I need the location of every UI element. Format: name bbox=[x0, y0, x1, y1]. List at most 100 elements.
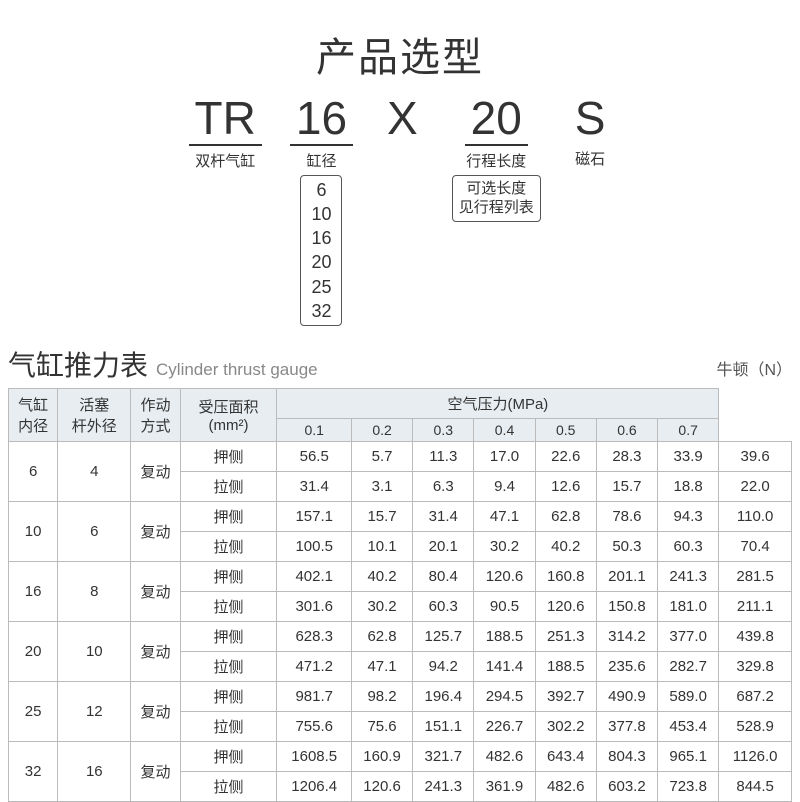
model-code: S bbox=[569, 93, 612, 144]
table-cell: 471.2 bbox=[277, 652, 351, 682]
table-header: 0.2 bbox=[351, 419, 412, 442]
table-cell: 643.4 bbox=[535, 742, 596, 772]
table-cell: 151.1 bbox=[413, 712, 474, 742]
table-cell: 755.6 bbox=[277, 712, 351, 742]
table-cell: 402.1 bbox=[277, 562, 351, 592]
table-cell: 490.9 bbox=[596, 682, 657, 712]
table-cell: 226.7 bbox=[474, 712, 535, 742]
table-header: 空气压力(MPa) bbox=[277, 389, 719, 419]
table-cell: 282.7 bbox=[658, 652, 719, 682]
table-cell: 22.6 bbox=[535, 442, 596, 472]
table-cell: 314.2 bbox=[596, 622, 657, 652]
table-cell: 361.9 bbox=[474, 772, 535, 802]
table-cell: 201.1 bbox=[596, 562, 657, 592]
model-label: 缸径 bbox=[306, 150, 336, 171]
table-cell: 603.2 bbox=[596, 772, 657, 802]
table-cell: 528.9 bbox=[719, 712, 792, 742]
table-cell: 90.5 bbox=[474, 592, 535, 622]
table-cell: 80.4 bbox=[413, 562, 474, 592]
table-cell: 6 bbox=[58, 502, 131, 562]
model-label: 行程长度 bbox=[466, 150, 526, 171]
table-cell: 30.2 bbox=[474, 532, 535, 562]
table-cell: 拉侧 bbox=[180, 472, 277, 502]
table-cell: 120.6 bbox=[351, 772, 412, 802]
table-cell: 20.1 bbox=[413, 532, 474, 562]
table-cell: 10 bbox=[58, 622, 131, 682]
table-header: 0.1 bbox=[277, 419, 351, 442]
table-cell: 4 bbox=[58, 442, 131, 502]
page-title: 产品选型 bbox=[0, 25, 800, 83]
table-cell: 453.4 bbox=[658, 712, 719, 742]
table-cell: 12.6 bbox=[535, 472, 596, 502]
table-cell: 复动 bbox=[131, 562, 180, 622]
table-cell: 60.3 bbox=[658, 532, 719, 562]
table-cell: 94.3 bbox=[658, 502, 719, 532]
table-cell: 押侧 bbox=[180, 442, 277, 472]
table-title-cn: 气缸推力表 bbox=[8, 344, 148, 384]
table-cell: 28.3 bbox=[596, 442, 657, 472]
table-cell: 10.1 bbox=[351, 532, 412, 562]
table-cell: 981.7 bbox=[277, 682, 351, 712]
table-cell: 47.1 bbox=[351, 652, 412, 682]
table-cell: 211.1 bbox=[719, 592, 792, 622]
stroke-options: 可选长度见行程列表 bbox=[452, 175, 541, 222]
table-cell: 294.5 bbox=[474, 682, 535, 712]
table-cell: 301.6 bbox=[277, 592, 351, 622]
table-cell: 复动 bbox=[131, 682, 180, 742]
table-cell: 125.7 bbox=[413, 622, 474, 652]
table-cell: 10 bbox=[9, 502, 58, 562]
table-cell: 押侧 bbox=[180, 682, 277, 712]
table-cell: 281.5 bbox=[719, 562, 792, 592]
model-code: 16 bbox=[290, 93, 353, 146]
table-cell: 251.3 bbox=[535, 622, 596, 652]
table-cell: 329.8 bbox=[719, 652, 792, 682]
thrust-table: 气缸内径活塞杆外径作动方式受压面积(mm²)空气压力(MPa)0.10.20.3… bbox=[8, 388, 792, 802]
table-cell: 62.8 bbox=[351, 622, 412, 652]
table-header: 0.7 bbox=[658, 419, 719, 442]
table-cell: 100.5 bbox=[277, 532, 351, 562]
table-cell: 复动 bbox=[131, 442, 180, 502]
table-cell: 拉侧 bbox=[180, 592, 277, 622]
table-cell: 15.7 bbox=[596, 472, 657, 502]
table-cell: 40.2 bbox=[351, 562, 412, 592]
table-cell: 复动 bbox=[131, 742, 180, 802]
table-cell: 62.8 bbox=[535, 502, 596, 532]
model-code-row: TR双杆气缸16缸径61016202532X20行程长度可选长度见行程列表S磁石 bbox=[0, 93, 800, 326]
table-header: 0.3 bbox=[413, 419, 474, 442]
table-cell: 302.2 bbox=[535, 712, 596, 742]
table-cell: 31.4 bbox=[277, 472, 351, 502]
table-cell: 6.3 bbox=[413, 472, 474, 502]
table-cell: 押侧 bbox=[180, 502, 277, 532]
table-cell: 拉侧 bbox=[180, 532, 277, 562]
table-cell: 75.6 bbox=[351, 712, 412, 742]
table-header: 活塞杆外径 bbox=[58, 389, 131, 442]
table-title-en: Cylinder thrust gauge bbox=[156, 360, 318, 380]
table-cell: 3.1 bbox=[351, 472, 412, 502]
table-cell: 60.3 bbox=[413, 592, 474, 622]
table-cell: 196.4 bbox=[413, 682, 474, 712]
table-cell: 31.4 bbox=[413, 502, 474, 532]
model-code: TR bbox=[189, 93, 262, 146]
table-header: 0.4 bbox=[474, 419, 535, 442]
table-cell: 589.0 bbox=[658, 682, 719, 712]
table-cell: 6 bbox=[9, 442, 58, 502]
table-cell: 160.9 bbox=[351, 742, 412, 772]
table-header: 受压面积(mm²) bbox=[180, 389, 277, 442]
model-label: 磁石 bbox=[575, 148, 605, 169]
table-header: 作动方式 bbox=[131, 389, 180, 442]
table-cell: 844.5 bbox=[719, 772, 792, 802]
table-cell: 1206.4 bbox=[277, 772, 351, 802]
table-cell: 47.1 bbox=[474, 502, 535, 532]
table-cell: 157.1 bbox=[277, 502, 351, 532]
table-cell: 377.8 bbox=[596, 712, 657, 742]
table-cell: 30.2 bbox=[351, 592, 412, 622]
table-cell: 押侧 bbox=[180, 622, 277, 652]
table-cell: 拉侧 bbox=[180, 772, 277, 802]
table-cell: 复动 bbox=[131, 502, 180, 562]
model-label: 双杆气缸 bbox=[195, 150, 255, 171]
model-code: 20 bbox=[465, 93, 528, 146]
table-cell: 1608.5 bbox=[277, 742, 351, 772]
table-cell: 11.3 bbox=[413, 442, 474, 472]
table-cell: 392.7 bbox=[535, 682, 596, 712]
table-cell: 965.1 bbox=[658, 742, 719, 772]
